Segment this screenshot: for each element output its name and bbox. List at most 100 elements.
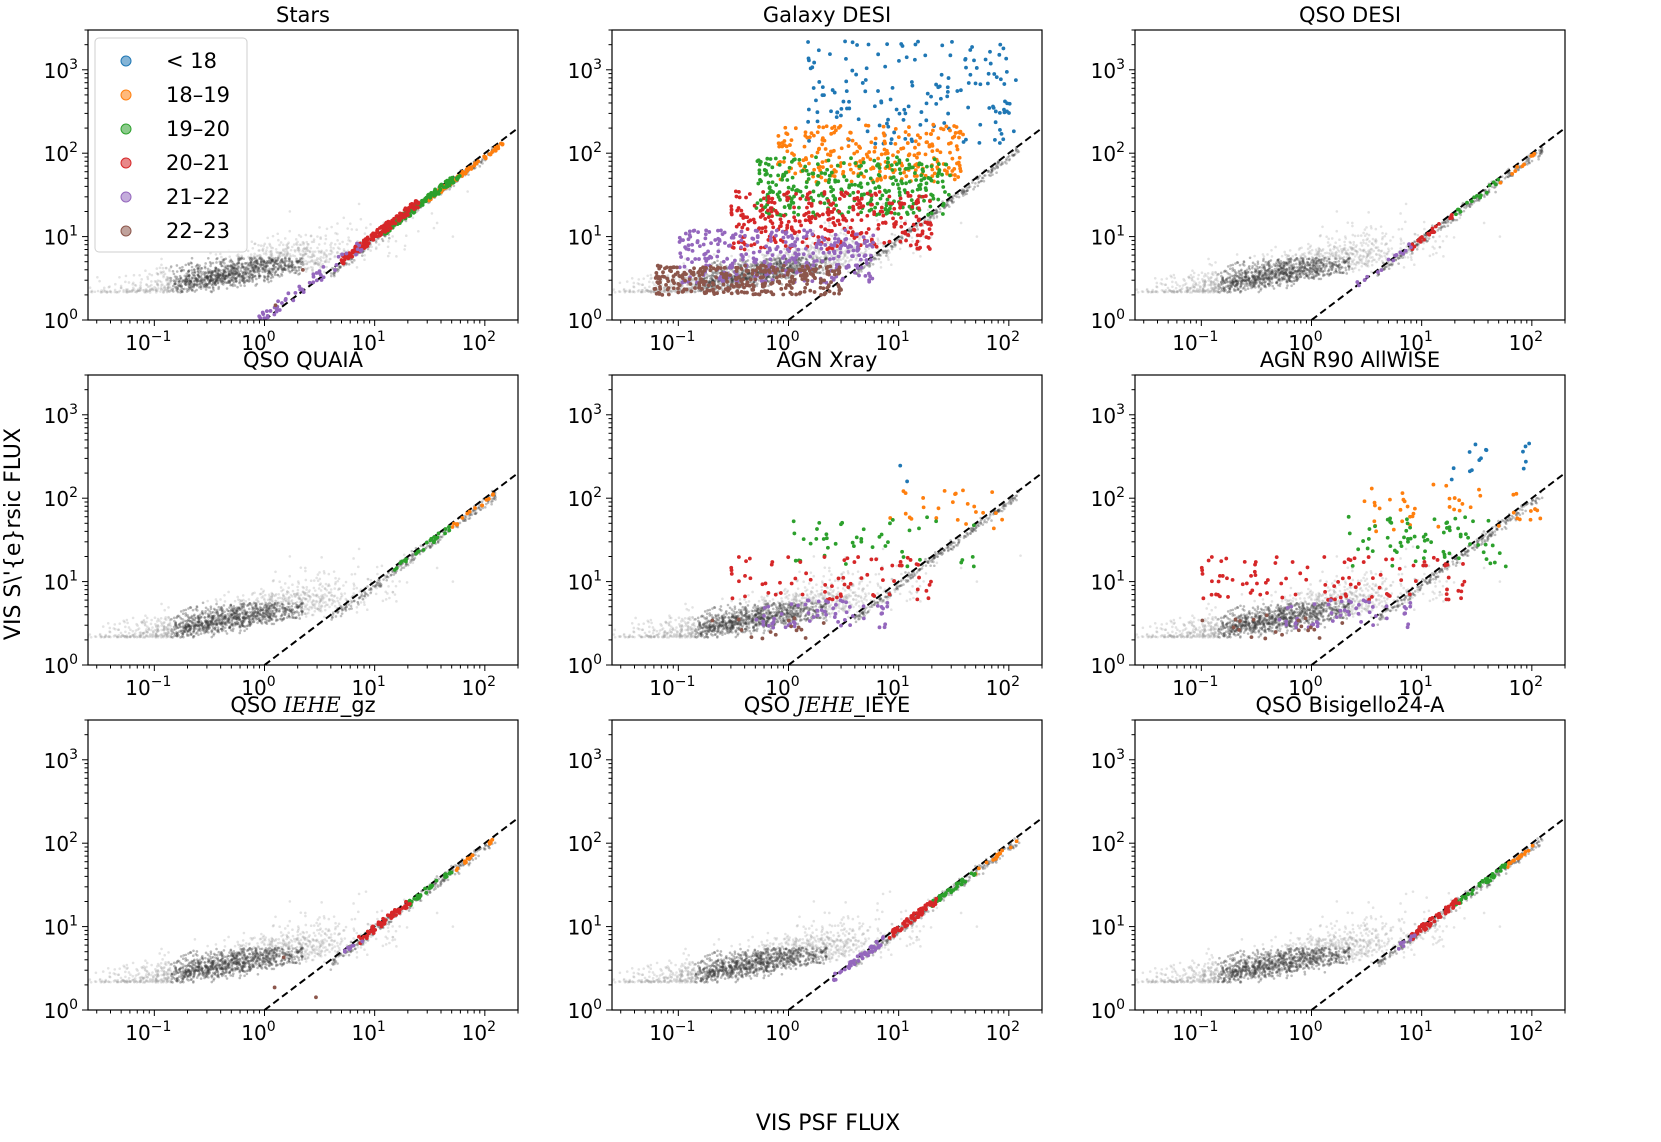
- background-point: [650, 291, 653, 294]
- data-point: [889, 176, 894, 181]
- locus-point: [886, 249, 890, 252]
- background-point: [261, 268, 265, 271]
- data-point: [855, 202, 860, 207]
- background-point: [747, 255, 751, 258]
- background-point: [252, 260, 256, 264]
- background-point: [322, 251, 326, 254]
- background-point: [277, 254, 281, 257]
- data-point: [844, 218, 849, 223]
- background-point: [764, 257, 768, 261]
- background-point: [669, 283, 672, 286]
- locus-point: [945, 201, 949, 204]
- background-point: [250, 277, 254, 280]
- background-point: [241, 274, 244, 277]
- data-point: [254, 324, 258, 328]
- background-point: [206, 278, 209, 281]
- background-point: [305, 262, 309, 265]
- background-point: [104, 289, 107, 293]
- background-point: [286, 253, 289, 257]
- background-point: [712, 271, 715, 275]
- background-point: [230, 272, 234, 275]
- background-point: [784, 252, 788, 255]
- background-point: [319, 237, 322, 241]
- data-point: [856, 174, 861, 179]
- background-point: [162, 275, 165, 279]
- background-point: [271, 258, 274, 262]
- locus-point: [961, 189, 964, 193]
- data-point: [864, 66, 869, 71]
- background-point: [333, 255, 336, 259]
- background-point: [160, 287, 163, 291]
- background-point: [219, 278, 222, 282]
- background-point: [291, 268, 294, 272]
- data-point: [952, 134, 957, 139]
- background-point: [214, 269, 217, 272]
- data-point: [850, 218, 855, 223]
- background-point: [226, 274, 229, 277]
- background-point: [237, 274, 240, 277]
- background-point: [234, 270, 238, 273]
- background-point: [298, 258, 301, 262]
- background-point: [162, 291, 165, 294]
- background-point: [745, 278, 749, 281]
- background-point: [249, 263, 253, 267]
- data-point: [896, 149, 900, 154]
- data-point: [361, 238, 366, 243]
- background-point: [796, 234, 799, 237]
- data-point: [297, 284, 302, 289]
- background-point: [252, 261, 255, 265]
- background-point: [849, 258, 852, 262]
- data-point: [807, 138, 811, 143]
- background-point: [750, 275, 754, 278]
- background-point: [156, 282, 159, 285]
- background-point: [744, 277, 748, 280]
- background-point: [139, 289, 142, 292]
- background-point: [189, 261, 193, 265]
- background-point: [133, 283, 137, 287]
- background-point: [244, 272, 248, 276]
- background-point: [273, 258, 277, 262]
- background-point: [417, 229, 420, 233]
- background-point: [807, 249, 811, 252]
- background-point: [775, 260, 778, 264]
- background-point: [145, 289, 149, 293]
- data-point: [235, 339, 239, 343]
- background-point: [330, 225, 333, 229]
- background-point: [113, 288, 117, 292]
- data-point: [809, 154, 814, 158]
- locus-point: [333, 274, 336, 278]
- background-point: [308, 255, 312, 259]
- background-point: [298, 257, 302, 260]
- background-point: [159, 270, 163, 274]
- background-point: [118, 275, 121, 279]
- background-point: [228, 264, 232, 268]
- background-point: [271, 259, 274, 263]
- background-point: [281, 248, 285, 251]
- locus-point: [961, 192, 965, 195]
- background-point: [193, 290, 197, 293]
- background-point: [185, 275, 188, 279]
- locus-point: [857, 269, 860, 273]
- background-point: [280, 266, 284, 269]
- data-point: [886, 117, 890, 122]
- background-point: [176, 286, 180, 290]
- background-point: [828, 221, 831, 225]
- background-point: [203, 265, 207, 268]
- background-point: [876, 239, 880, 242]
- data-point: [770, 180, 775, 185]
- background-point: [193, 274, 196, 277]
- data-point: [948, 173, 952, 178]
- data-point: [987, 106, 992, 110]
- background-point: [145, 283, 148, 286]
- background-point: [245, 270, 248, 273]
- locus-point: [978, 180, 981, 184]
- background-point: [283, 268, 287, 271]
- locus-point: [964, 190, 968, 193]
- background-point: [119, 286, 123, 290]
- background-point: [255, 261, 259, 265]
- background-point: [204, 281, 207, 284]
- background-point: [224, 270, 228, 274]
- background-point: [148, 289, 152, 292]
- background-point: [935, 216, 939, 220]
